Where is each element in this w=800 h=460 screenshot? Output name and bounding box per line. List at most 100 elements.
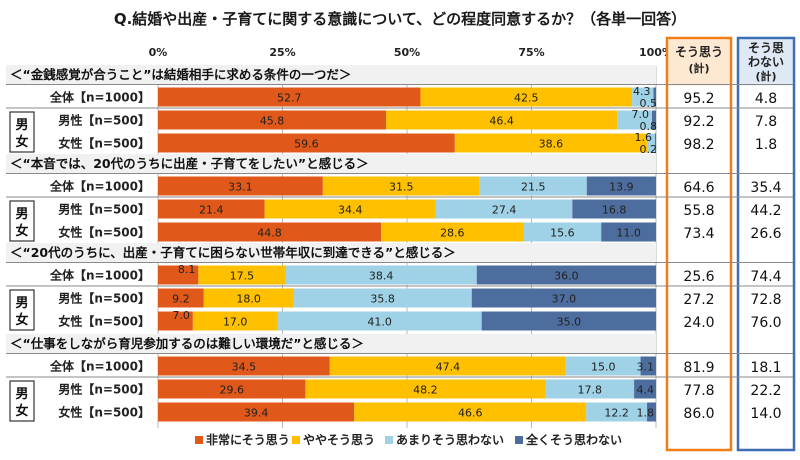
row-label: 全体【n=1000】	[49, 359, 150, 374]
x-tick-label: 0%	[149, 46, 168, 59]
bar-segment-3	[523, 222, 602, 242]
data-label: 17.0	[223, 316, 248, 329]
data-label: 11.0	[616, 227, 641, 240]
data-label: 17.5	[230, 270, 255, 283]
bar-segment-2	[192, 311, 278, 331]
bar-segment-1	[158, 356, 330, 376]
disagree-total-value: 72.8	[750, 292, 781, 308]
gender-label: 男	[15, 296, 28, 311]
bar-segment-2	[203, 288, 294, 308]
disagree-header-label: わない	[748, 55, 784, 69]
x-tick-label: 100%	[639, 46, 673, 59]
row-label: 全体【n=1000】	[49, 179, 150, 194]
row-label: 男性【n=500】	[58, 382, 150, 397]
bar-segment-4	[655, 133, 656, 153]
legend-swatch	[515, 436, 523, 444]
row-label: 女性【n=500】	[58, 405, 150, 420]
data-label: 9.2	[172, 293, 190, 306]
data-label: 0.2	[640, 143, 658, 156]
data-label: 15.0	[591, 361, 616, 374]
bar-segment-4	[476, 265, 656, 285]
gender-box	[9, 380, 35, 422]
data-label: 21.4	[199, 204, 224, 217]
bar-segment-1	[158, 87, 421, 107]
data-label: 17.8	[578, 384, 603, 397]
bar-segment-2	[198, 265, 286, 285]
bar-segment-3	[277, 311, 482, 331]
disagree-total-value: 1.8	[755, 137, 777, 153]
disagree-total-value: 74.4	[750, 269, 781, 285]
agree-total-value: 86.0	[683, 406, 714, 422]
bar-segment-4	[586, 176, 656, 196]
row-label: 女性【n=500】	[58, 225, 150, 240]
agree-header-label: (計)	[688, 61, 709, 75]
legend-swatch	[195, 436, 203, 444]
question-text: ＜“仕事をしながら育児参加するのは難しい環境だ”と感じる＞	[10, 336, 364, 351]
data-label: 34.4	[338, 204, 363, 217]
gender-label: 男	[15, 207, 28, 222]
row-label: 男性【n=500】	[58, 291, 150, 306]
agree-total-value: 24.0	[683, 315, 714, 331]
row-label: 全体【n=1000】	[49, 90, 150, 105]
x-tick-label: 75%	[518, 46, 544, 59]
agree-total-value: 95.2	[683, 91, 714, 107]
question-text: ＜“20代のうちに、出産・子育てに困らない世帯年収に到達できる”と感じる＞	[10, 245, 456, 260]
bar-segment-4	[653, 87, 656, 107]
gender-label: 女	[15, 312, 28, 328]
row-label: 女性【n=500】	[58, 136, 150, 151]
agree-total-value: 77.8	[683, 383, 714, 399]
bar-segment-1	[158, 265, 199, 285]
row-label: 男性【n=500】	[58, 202, 150, 217]
agree-header-bg	[668, 39, 730, 86]
data-label: 1.8	[637, 407, 655, 420]
data-label: 44.8	[257, 227, 282, 240]
gender-box	[9, 200, 35, 242]
bar-segment-4	[647, 402, 656, 422]
bar-segment-3	[647, 133, 656, 153]
bar-segment-2	[305, 379, 546, 399]
bar-segment-1	[158, 199, 265, 219]
x-tick-label: 25%	[269, 46, 295, 59]
data-label: 8.1	[178, 263, 196, 276]
bar-segment-4	[601, 222, 656, 242]
bar-segment-3	[565, 356, 641, 376]
gender-box	[9, 111, 35, 153]
data-label: 52.7	[277, 92, 302, 105]
bar-segment-2	[420, 87, 633, 107]
bar-segment-2	[454, 133, 648, 153]
legend-label: ややそう思う	[303, 433, 375, 447]
chart-title: Q.結婚や出産・子育てに関する意識について、どの程度同意するか？（各単一回答）	[114, 10, 686, 28]
agree-total-value: 92.2	[683, 114, 714, 130]
data-label: 18.0	[236, 293, 261, 306]
data-label: 12.2	[604, 407, 629, 420]
bar-segment-2	[329, 356, 566, 376]
data-label: 47.4	[436, 361, 461, 374]
disagree-total-value: 18.1	[750, 360, 781, 376]
data-label: 46.4	[489, 115, 514, 128]
bar-segment-4	[652, 110, 656, 130]
question-band	[6, 154, 656, 174]
data-label: 27.4	[492, 204, 517, 217]
legend-swatch	[292, 436, 300, 444]
data-label: 31.5	[389, 181, 414, 194]
question-text: ＜“本音では、20代のうちに出産・子育てをしたい”と感じる＞	[10, 156, 369, 171]
data-label: 37.0	[552, 293, 577, 306]
data-label: 21.5	[521, 181, 546, 194]
data-label: 4.4	[637, 384, 655, 397]
bar-segment-2	[264, 199, 436, 219]
data-label: 7.0	[632, 108, 650, 121]
bar-segment-1	[158, 402, 355, 422]
legend-swatch	[385, 436, 393, 444]
question-band	[6, 243, 656, 263]
disagree-total-value: 4.8	[755, 91, 777, 107]
data-label: 16.8	[602, 204, 627, 217]
agree-total-column	[665, 36, 733, 452]
x-tick-label: 50%	[394, 46, 420, 59]
row-label: 男性【n=500】	[58, 113, 150, 128]
row-label: 全体【n=1000】	[49, 268, 150, 283]
disagree-total-value: 35.4	[750, 180, 781, 196]
data-label: 38.4	[369, 270, 394, 283]
bar-segment-3	[632, 87, 654, 107]
disagree-total-value: 7.8	[755, 114, 777, 130]
